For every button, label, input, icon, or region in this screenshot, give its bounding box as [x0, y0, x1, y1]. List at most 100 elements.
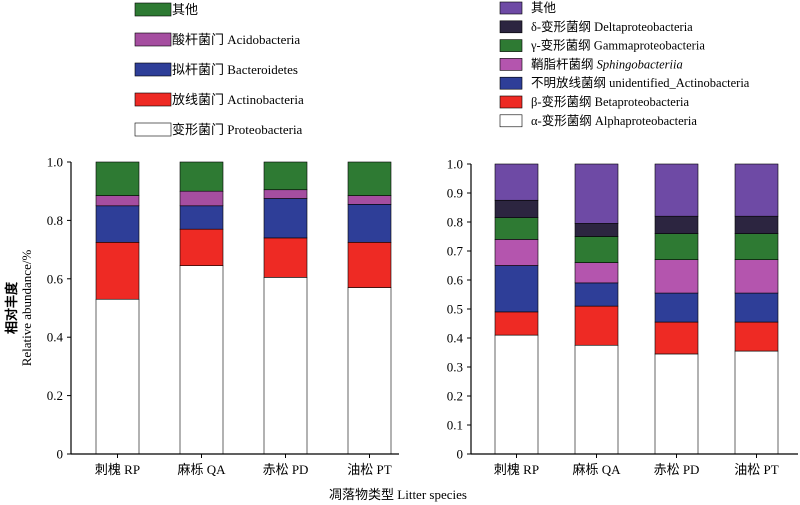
bar-segment	[95, 298, 140, 455]
bar-segment	[574, 236, 619, 263]
y-tick-label: 0.4	[447, 331, 464, 346]
legend-swatch	[499, 95, 523, 109]
bar-segment	[574, 282, 619, 307]
bar-segment	[95, 205, 140, 243]
bar-segment	[734, 350, 779, 455]
bar-segment	[494, 239, 539, 266]
legend-swatch	[134, 122, 172, 137]
y-tick-label: 0.4	[47, 330, 64, 345]
bar-segment	[95, 242, 140, 300]
legend-swatch	[499, 58, 523, 71]
bar-segment	[179, 190, 224, 207]
bar-segment	[494, 311, 539, 336]
bar-segment	[654, 321, 699, 355]
legend-label: δ-变形菌纲 Deltaproteobacteria	[531, 19, 693, 34]
legend-swatch	[134, 2, 172, 17]
bar-segment	[574, 163, 619, 224]
legend-swatch	[499, 76, 523, 90]
bar-segment	[347, 195, 392, 205]
legend-label: 其他	[531, 1, 557, 15]
legend-swatch	[134, 62, 172, 77]
bar-segment	[494, 265, 539, 313]
bar-segment	[574, 344, 619, 455]
y-tick-label: 1.0	[47, 155, 63, 170]
legend-label: 不明放线菌纲 unidentified_Actinobacteria	[531, 75, 750, 90]
y-tick-label: 0	[57, 447, 64, 462]
bar-segment	[347, 242, 392, 288]
y-tick-label: 0.1	[447, 418, 463, 433]
bar-segment	[734, 292, 779, 323]
legend-swatch	[134, 92, 172, 107]
legend-swatch	[499, 20, 523, 34]
y-tick-label: 0	[457, 447, 464, 462]
bar-segment	[494, 217, 539, 240]
y-tick-label: 0.2	[47, 388, 63, 403]
phylum-chart: 刺槐 RP 麻栎 QA 赤松 PD 油松 PT 0 0.2 0.4 0.6 0.8 1.0 其他酸杆…	[47, 2, 399, 477]
legend-label: γ-变形菌纲 Gammaproteobacteria	[530, 38, 705, 53]
legend-label: 酸杆菌门 Acidobacteria	[172, 32, 300, 47]
class-chart: 刺槐 RP 麻栎 QA 赤松 PD 油松 PT 0 0.1 0.2 0.3 0.4 0.5 0.6 0…	[447, 1, 798, 477]
legend-label: β-变形菌纲 Betaproteobacteria	[531, 94, 689, 109]
x-tick-label: 麻栎 QA	[177, 462, 226, 477]
bar-segment	[574, 223, 619, 237]
bar-segment	[654, 292, 699, 323]
y-tick-label: 1.0	[447, 157, 463, 172]
bar-segment	[734, 233, 779, 261]
legend-label: 其他	[172, 2, 198, 17]
legend-label: 拟杆菌门 Bacteroidetes	[172, 62, 298, 77]
bar-segment	[179, 228, 224, 266]
y-axis-label-cn: 相对丰度	[4, 281, 19, 334]
bar-segment	[734, 215, 779, 234]
bar-segment	[263, 277, 308, 455]
y-tick-label: 0.6	[447, 273, 464, 288]
bar-segment	[494, 163, 539, 201]
legend-label: 变形菌门 Proteobacteria	[172, 122, 303, 137]
bar-segment	[179, 205, 224, 230]
bar-segment	[734, 163, 779, 217]
bar-segment	[347, 287, 392, 455]
legend-swatch	[134, 32, 172, 47]
x-tick-label: 油松 PT	[734, 462, 778, 477]
bar-segment	[263, 198, 308, 239]
x-tick-label: 赤松 PD	[263, 462, 309, 477]
x-tick-label: 赤松 PD	[654, 462, 700, 477]
legend-swatch	[499, 39, 523, 52]
y-tick-label: 0.8	[447, 215, 463, 230]
bar-segment	[494, 334, 539, 455]
y-tick-label: 0.8	[47, 213, 63, 228]
bar-segment	[654, 353, 699, 455]
x-tick-label: 麻栎 QA	[572, 462, 621, 477]
bar-segment	[574, 305, 619, 346]
bar-segment	[263, 161, 308, 191]
bar-segment	[734, 321, 779, 352]
bar-segment	[179, 265, 224, 455]
y-tick-label: 0.2	[447, 389, 463, 404]
y-tick-label: 0.3	[447, 360, 463, 375]
bar-segment	[95, 161, 140, 196]
legend-label: 放线菌门 Actinobacteria	[172, 92, 304, 107]
bar-segment	[263, 189, 308, 199]
bar-segment	[347, 204, 392, 243]
bar-segment	[654, 215, 699, 234]
x-tick-label: 油松 PT	[347, 462, 391, 477]
x-tick-label: 刺槐 RP	[494, 462, 539, 477]
bar-segment	[263, 237, 308, 278]
y-axis-label-en: Relative abundance/%	[19, 250, 34, 367]
y-tick-label: 0.5	[447, 302, 463, 317]
bar-segment	[654, 233, 699, 261]
y-tick-label: 0.7	[447, 244, 464, 259]
bar-segment	[347, 161, 392, 196]
bar-segment	[574, 262, 619, 284]
legend-swatch	[499, 1, 523, 15]
x-tick-label: 刺槐 RP	[95, 462, 140, 477]
bar-segment	[654, 259, 699, 294]
legend-swatch	[499, 114, 523, 128]
y-tick-label: 0.6	[47, 271, 64, 286]
bar-segment	[95, 195, 140, 207]
bar-segment	[494, 199, 539, 218]
bar-segment	[734, 259, 779, 294]
bar-segment	[654, 163, 699, 217]
bar-segment	[179, 161, 224, 192]
legend-label: α-变形菌纲 Alphaproteobacteria	[531, 113, 697, 128]
